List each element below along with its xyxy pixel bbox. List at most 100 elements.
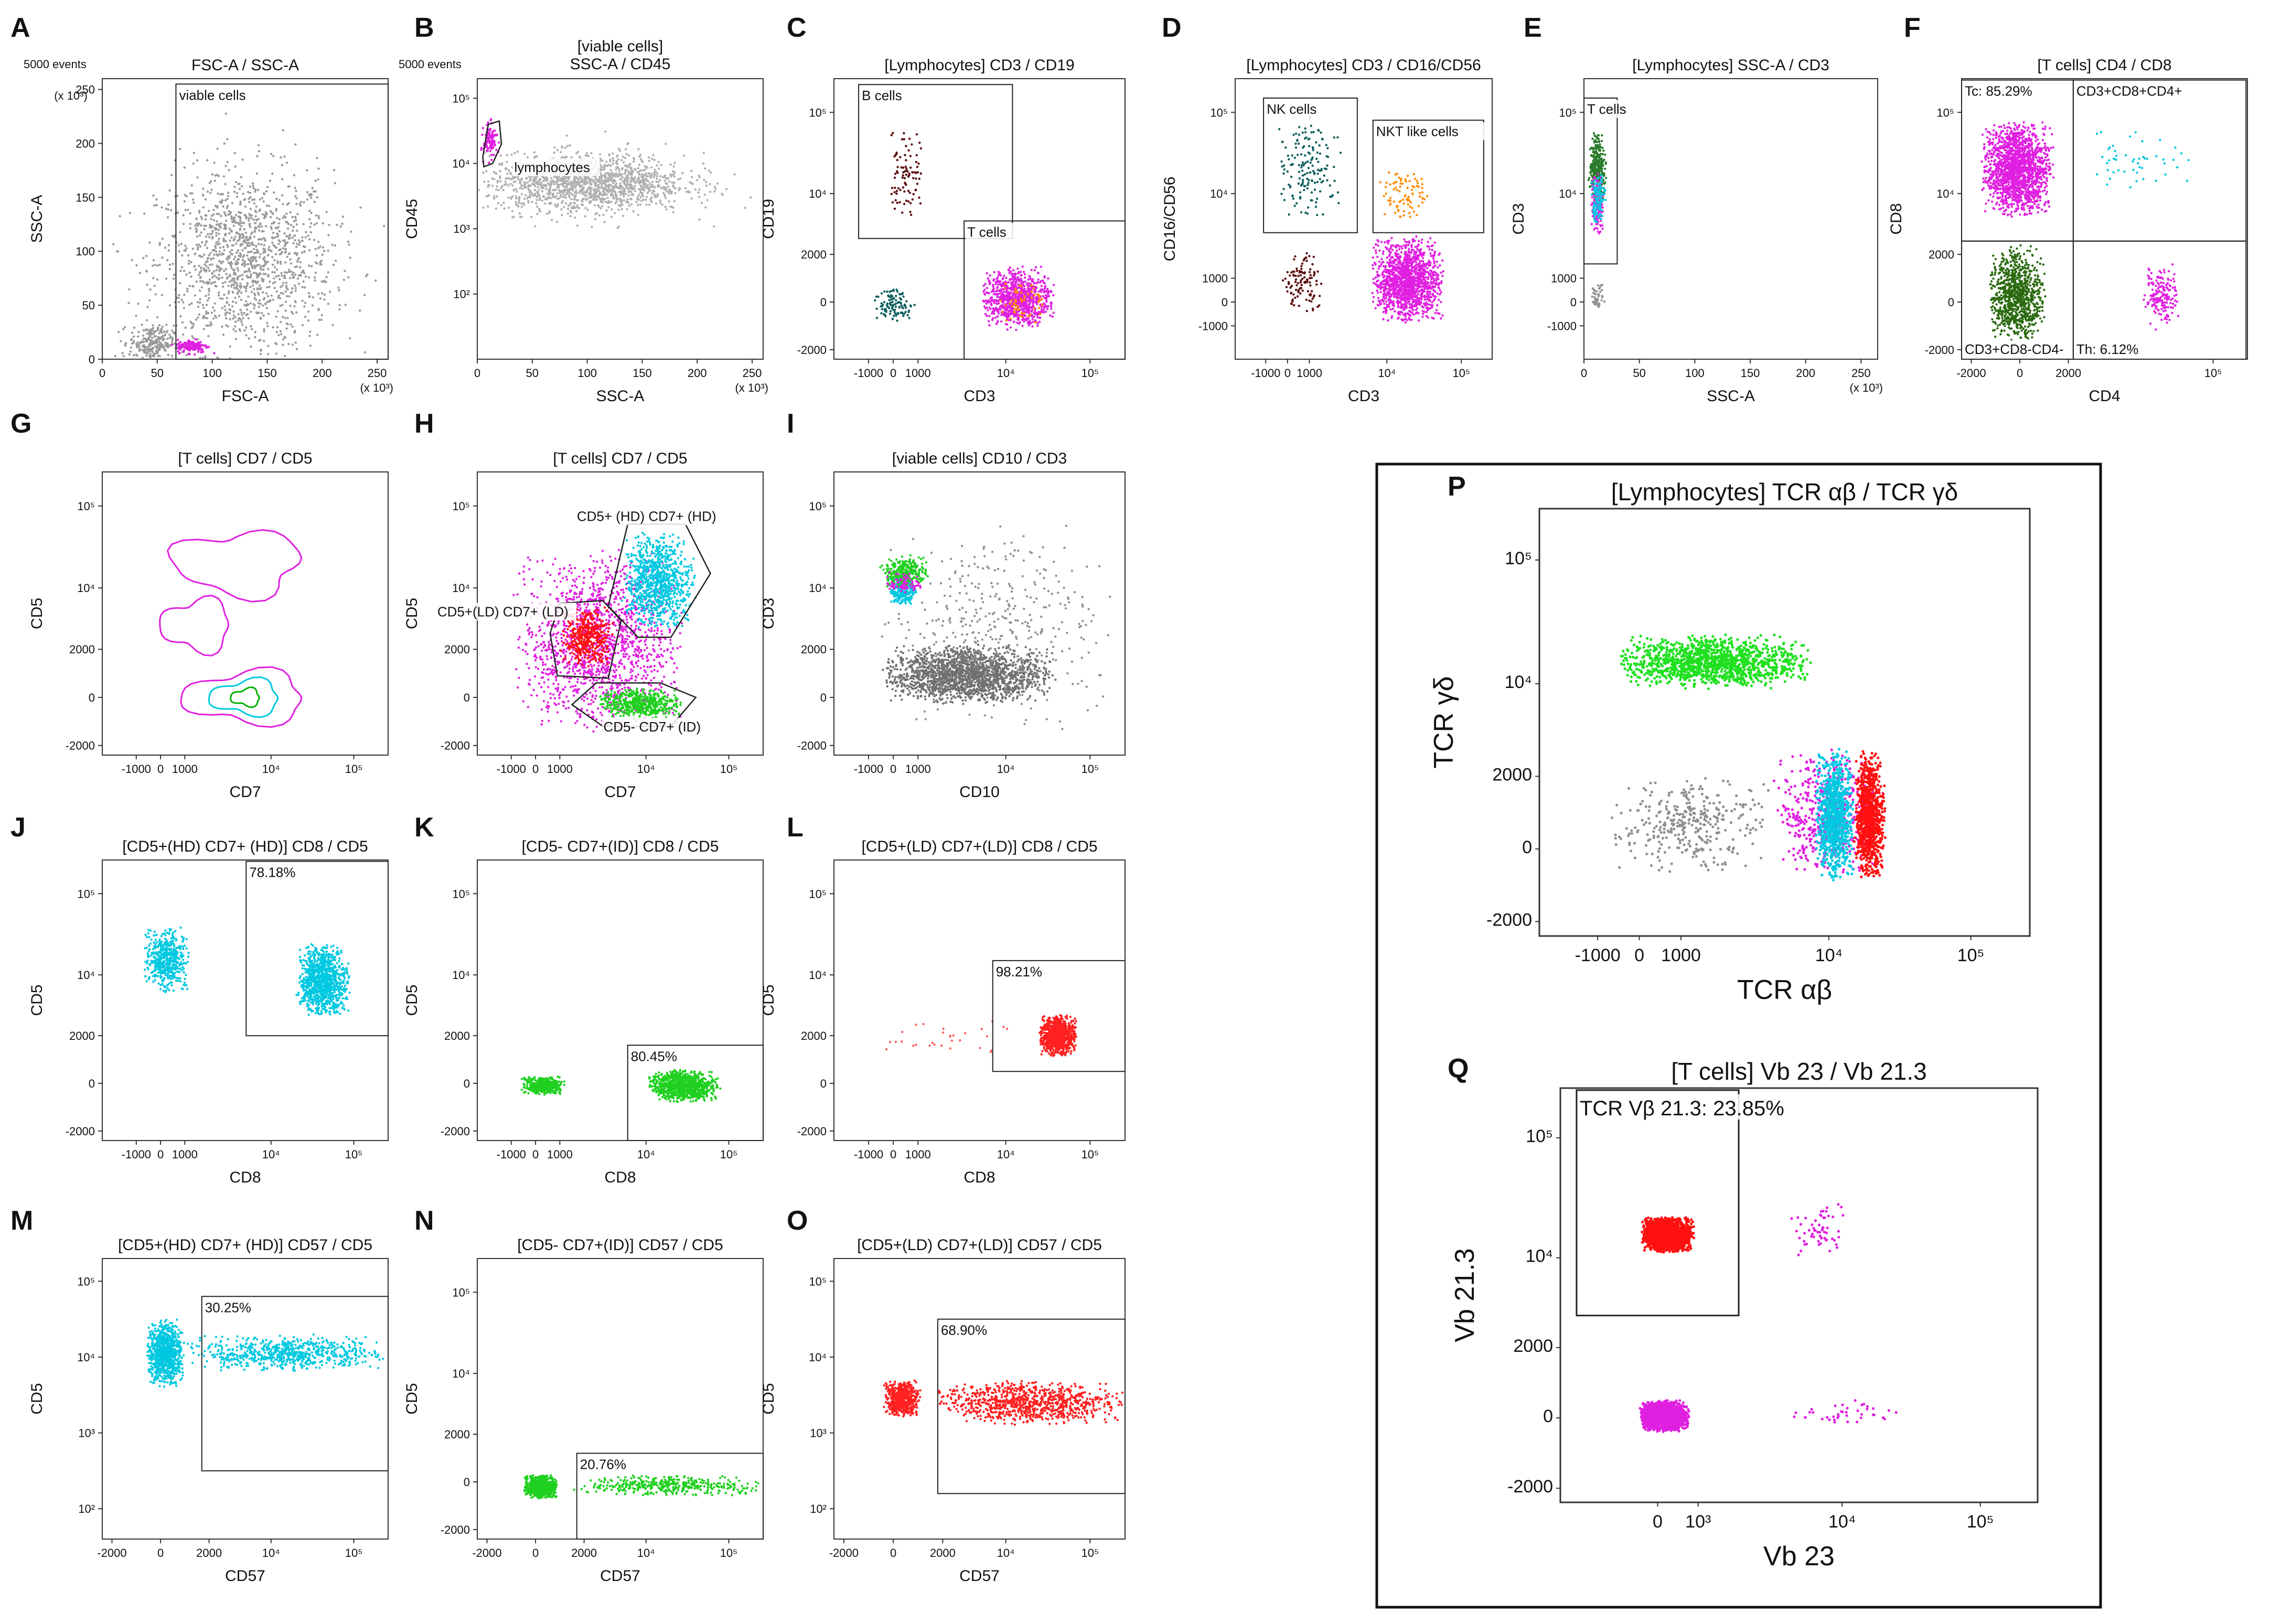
event-point (204, 355, 207, 358)
event-point (596, 189, 599, 192)
event-point (196, 338, 199, 341)
event-point (895, 314, 897, 317)
event-point (309, 225, 312, 228)
event-point (294, 239, 296, 242)
event-point (565, 134, 568, 137)
event-point (152, 264, 154, 267)
gate[interactable]: lymphocytes (482, 120, 600, 176)
event-point (226, 138, 229, 141)
event-point (894, 308, 896, 311)
event-point (984, 299, 987, 302)
x-axis-label: CD3 (1348, 388, 1379, 405)
event-point (294, 252, 297, 254)
event-point (628, 172, 630, 175)
events (112, 112, 385, 359)
event-point (612, 173, 615, 176)
event-point (566, 145, 569, 147)
event-point (302, 223, 305, 225)
event-point (603, 198, 605, 201)
event-point (673, 200, 676, 202)
event-point (1036, 281, 1040, 284)
event-point (207, 266, 210, 270)
event-point (581, 192, 584, 195)
event-point (666, 191, 669, 193)
event-point (338, 289, 340, 292)
event-point (531, 192, 533, 195)
event-point (208, 254, 210, 257)
event-point (250, 217, 253, 220)
event-point (988, 306, 991, 309)
event-point (527, 181, 529, 184)
event-point (244, 263, 247, 266)
event-point (540, 184, 542, 186)
event-point (252, 248, 255, 251)
event-point (1300, 153, 1303, 156)
event-point (210, 218, 212, 220)
event-point (523, 153, 526, 155)
event-point (1290, 303, 1293, 305)
event-point (258, 293, 260, 296)
event-point (160, 294, 164, 296)
event-point (120, 340, 122, 342)
event-point (203, 253, 206, 256)
event-point (480, 148, 483, 151)
event-point (911, 198, 914, 201)
event-point (218, 253, 221, 256)
event-point (616, 227, 619, 229)
event-point (549, 202, 552, 206)
event-point (253, 202, 255, 205)
event-point (241, 324, 244, 326)
event-point (495, 173, 498, 175)
gate[interactable]: viable cells (175, 83, 389, 360)
event-point (604, 179, 607, 182)
event-point (236, 284, 239, 286)
event-point (1021, 303, 1024, 305)
event-point (1000, 320, 1003, 323)
event-point (170, 174, 173, 176)
event-point (290, 271, 293, 273)
event-point (241, 259, 244, 261)
event-point (536, 155, 538, 158)
event-point (240, 185, 243, 188)
event-point (226, 300, 229, 304)
event-point (151, 328, 153, 330)
event-point (607, 174, 610, 176)
event-point (152, 259, 155, 262)
event-point (1301, 262, 1304, 265)
event-point (285, 285, 288, 287)
event-point (1037, 278, 1040, 281)
event-point (234, 296, 237, 299)
event-point (293, 305, 296, 308)
event-point (249, 262, 252, 265)
event-point (556, 149, 559, 152)
y-tick-label: 10⁴ (809, 187, 827, 200)
event-point (167, 353, 169, 356)
event-point (562, 180, 565, 182)
gate[interactable]: T cells (963, 220, 1126, 360)
event-point (239, 274, 241, 277)
event-point (1313, 188, 1316, 191)
event-point (894, 303, 897, 306)
event-point (1024, 276, 1026, 279)
event-point (238, 317, 240, 320)
event-point (226, 244, 229, 246)
event-point (202, 328, 205, 330)
gate[interactable]: B cells (858, 84, 1013, 239)
event-point (620, 208, 623, 210)
event-point (1036, 316, 1039, 319)
event-point (224, 199, 227, 202)
event-point (1310, 290, 1313, 293)
event-point (315, 214, 317, 217)
event-point (212, 317, 215, 320)
event-point (209, 225, 211, 229)
event-point (1018, 286, 1021, 289)
event-point (281, 164, 283, 166)
event-point (243, 236, 245, 239)
event-point (482, 171, 485, 174)
event-point (492, 195, 496, 198)
event-point (212, 219, 215, 221)
event-point (192, 337, 195, 340)
event-point (1291, 194, 1294, 197)
event-point (529, 184, 532, 187)
event-point (171, 343, 174, 346)
